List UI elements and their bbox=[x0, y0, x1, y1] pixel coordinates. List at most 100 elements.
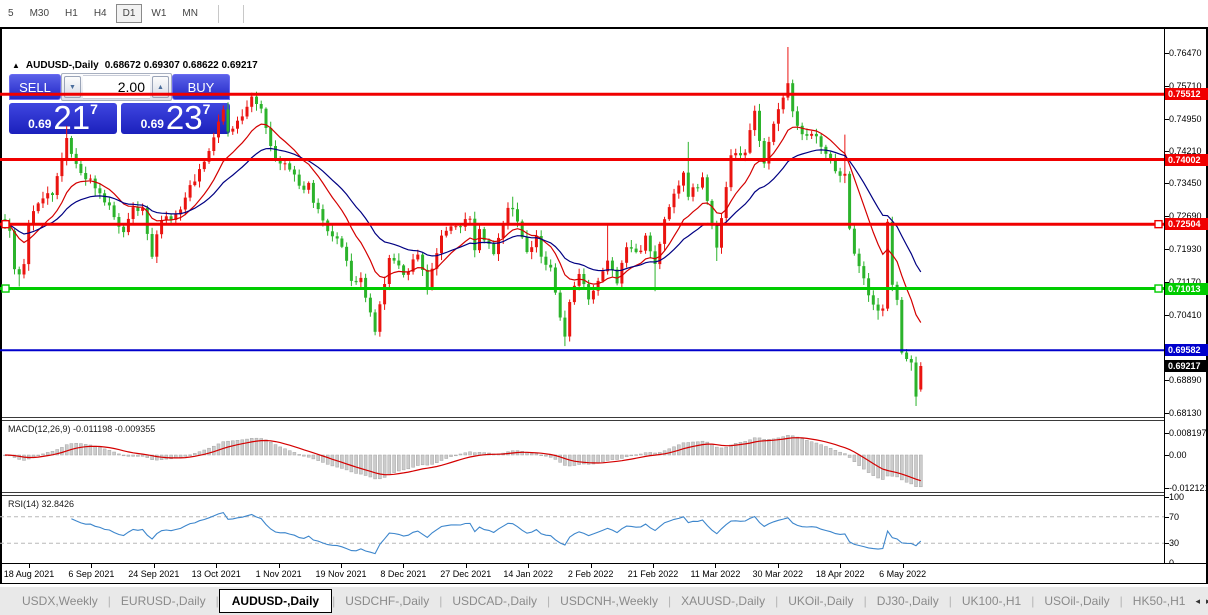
date-tick-mark bbox=[91, 564, 93, 568]
tab-separator: | bbox=[439, 594, 443, 608]
timeframe-button-d1[interactable]: D1 bbox=[115, 4, 143, 23]
date-tick-label: 27 Dec 2021 bbox=[440, 569, 492, 579]
price-tick-label: 0.76470 bbox=[1169, 48, 1202, 58]
timeframe-button-5[interactable]: 5 bbox=[8, 8, 14, 19]
chevron-up-icon: ▲ bbox=[157, 83, 164, 91]
rsi-tick-label: 30 bbox=[1169, 538, 1180, 549]
axis-tick-mark bbox=[1164, 455, 1169, 456]
level-price-label-0.75512: 0.75512 bbox=[1165, 88, 1208, 101]
tab-separator: | bbox=[332, 594, 336, 608]
date-tick-mark bbox=[840, 564, 842, 568]
chart-window: ▲ AUDUSD-,Daily 0.68672 0.69307 0.68622 … bbox=[0, 27, 1208, 584]
tab-scroll-buttons: ◂ ▸ bbox=[1195, 596, 1208, 607]
date-tick-mark bbox=[403, 564, 405, 568]
rsi-layer bbox=[0, 511, 1164, 555]
date-tick-mark bbox=[341, 564, 342, 568]
volume-decrease-button[interactable]: ▼ bbox=[64, 76, 81, 98]
date-tick-label: 18 Apr 2022 bbox=[815, 569, 865, 579]
tab-usdcad-daily[interactable]: USDCAD-,Daily bbox=[452, 594, 538, 608]
sell-price-big: 21 bbox=[53, 99, 91, 136]
date-tick-mark bbox=[216, 564, 218, 568]
date-tick-label: 2 Feb 2022 bbox=[567, 569, 614, 579]
tab-uk100-h1[interactable]: UK100-,H1 bbox=[961, 594, 1022, 608]
chart-plot-area[interactable] bbox=[0, 29, 1164, 563]
price-tick-label: 0.75710 bbox=[1169, 80, 1202, 91]
tab-scroll-right-icon[interactable]: ▸ bbox=[1206, 596, 1208, 607]
timeframe-button-h1[interactable]: H1 bbox=[65, 8, 78, 19]
buy-price-button[interactable]: 0.69 23 7 bbox=[121, 101, 230, 134]
symbol-ohlc: 0.68672 0.69307 0.68622 0.69217 bbox=[104, 60, 258, 71]
date-tick-mark bbox=[653, 564, 654, 568]
tab-usdx-weekly[interactable]: USDX,Weekly bbox=[22, 594, 98, 608]
date-tick-mark bbox=[153, 564, 155, 568]
tab-dj30-daily[interactable]: DJ30-,Daily bbox=[876, 594, 939, 608]
axis-tick-mark bbox=[1164, 380, 1169, 382]
macd-tick-label: 0.008197 bbox=[1169, 427, 1207, 438]
axis-tick-mark bbox=[1164, 216, 1169, 218]
timeframe-button-h4[interactable]: H4 bbox=[93, 8, 107, 19]
tab-usoil-daily[interactable]: USOil-,Daily bbox=[1044, 594, 1110, 608]
axis-tick-mark bbox=[1164, 85, 1169, 87]
tab-audusd-daily[interactable]: AUDUSD-,Daily bbox=[218, 589, 333, 613]
date-tick-label: 8 Dec 2021 bbox=[380, 569, 427, 579]
chart-tab-bar: USDX,Weekly | EURUSD-,Daily | AUDUSD-,Daily |… bbox=[0, 585, 1208, 615]
symbol-header: ▲ AUDUSD-,Daily 0.68672 0.69307 0.68622 … bbox=[12, 60, 258, 71]
axis-tick-mark bbox=[1164, 118, 1169, 120]
timeframe-button-mn[interactable]: MN bbox=[182, 8, 198, 19]
pane-splitter-rsi[interactable] bbox=[2, 492, 1164, 496]
tab-separator: | bbox=[547, 594, 551, 608]
pane-splitter-macd[interactable] bbox=[2, 417, 1164, 421]
axis-tick-mark bbox=[1164, 497, 1169, 498]
timeframe-button-w1[interactable]: W1 bbox=[151, 8, 167, 19]
date-tick-label: 14 Jan 2022 bbox=[503, 569, 553, 579]
price-tick-label: 0.73450 bbox=[1169, 178, 1202, 189]
level-price-label-0.71013: 0.71013 bbox=[1165, 282, 1208, 295]
tabs-container: USDX,Weekly | EURUSD-,Daily | AUDUSD-,Daily |… bbox=[0, 589, 1195, 613]
tab-usdchf-daily[interactable]: USDCHF-,Daily bbox=[345, 594, 430, 608]
date-tick-label: 6 Sep 2021 bbox=[68, 569, 115, 579]
tab-separator: | bbox=[1031, 594, 1035, 608]
price-tick-label: 0.72690 bbox=[1169, 211, 1202, 222]
timeframe-button-m30[interactable]: M30 bbox=[29, 8, 50, 19]
level-marker[interactable] bbox=[1, 284, 10, 293]
price-tick-label: 0.71930 bbox=[1169, 243, 1202, 254]
level-marker[interactable] bbox=[1154, 284, 1163, 293]
date-tick-label: 19 Nov 2021 bbox=[315, 569, 367, 579]
date-axis: 18 Aug 2021 6 Sep 2021 24 Sep 2021 13 Oct 2… bbox=[2, 563, 1206, 583]
tab-separator: | bbox=[107, 594, 111, 608]
buy-price-sup: 7 bbox=[202, 101, 211, 117]
tab-separator: | bbox=[863, 594, 867, 608]
tab-separator: | bbox=[667, 594, 672, 608]
tab-scroll-left-icon[interactable]: ◂ bbox=[1195, 595, 1201, 606]
macd-tick-label: 0.00 bbox=[1169, 450, 1187, 460]
price-tick-label: 0.74950 bbox=[1169, 113, 1202, 124]
buy-price-small: 0.69 bbox=[140, 117, 164, 131]
date-tick-label: 24 Sep 2021 bbox=[128, 569, 180, 579]
level-price-label-0.74002: 0.74002 bbox=[1165, 153, 1208, 166]
tab-usdcnh-weekly[interactable]: USDCNH-,Weekly bbox=[560, 594, 658, 608]
sell-price-button[interactable]: 0.69 21 7 bbox=[9, 99, 117, 136]
tab-ukoil-daily[interactable]: UKOil-,Daily bbox=[788, 594, 854, 608]
tab-eurusd-daily[interactable]: EURUSD-,Daily bbox=[120, 594, 206, 608]
level-price-label-0.69582: 0.69582 bbox=[1165, 344, 1208, 357]
toolbar-separator bbox=[242, 4, 244, 23]
macd-indicator-label: MACD(12,26,9) -0.011198 -0.009355 bbox=[8, 424, 156, 434]
sell-price-small: 0.69 bbox=[28, 117, 52, 131]
price-tick-label: 0.74210 bbox=[1169, 145, 1202, 156]
date-tick-mark bbox=[528, 564, 530, 568]
date-tick-mark bbox=[715, 564, 717, 568]
date-tick-label: 11 Mar 2022 bbox=[690, 569, 741, 579]
candles-layer bbox=[3, 47, 923, 406]
collapse-panel-icon[interactable]: ▲ bbox=[12, 61, 20, 70]
date-tick-mark bbox=[590, 564, 592, 568]
axis-tick-mark bbox=[1164, 516, 1169, 518]
date-tick-label: 1 Nov 2021 bbox=[255, 569, 302, 579]
level-marker[interactable] bbox=[1154, 219, 1163, 229]
level-marker[interactable] bbox=[1, 219, 10, 229]
horizontal-levels-layer bbox=[0, 92, 1164, 352]
macd-tick-label: -0.012121 bbox=[1169, 482, 1208, 493]
volume-increase-button[interactable]: ▲ bbox=[152, 76, 169, 98]
tab-xauusd-daily[interactable]: XAUUSD-,Daily bbox=[681, 594, 766, 608]
axis-tick-mark bbox=[1164, 183, 1169, 185]
tab-hk50-h1[interactable]: HK50-,H1 bbox=[1132, 594, 1186, 608]
